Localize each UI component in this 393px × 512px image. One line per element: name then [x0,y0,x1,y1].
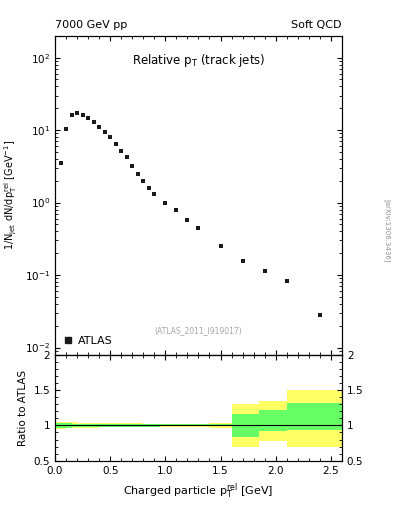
Y-axis label: Ratio to ATLAS: Ratio to ATLAS [18,370,28,446]
X-axis label: Charged particle $\mathsf{p_T^{rel}}$ [GeV]: Charged particle $\mathsf{p_T^{rel}}$ [G… [123,481,274,501]
Text: 7000 GeV pp: 7000 GeV pp [55,20,127,30]
Text: Soft QCD: Soft QCD [292,20,342,30]
Text: Relative $\mathsf{p_T}$ (track jets): Relative $\mathsf{p_T}$ (track jets) [132,52,265,69]
Y-axis label: $\mathsf{1/N_{jet}\ dN/dp_T^{rel}\ [GeV^{-1}]}$: $\mathsf{1/N_{jet}\ dN/dp_T^{rel}\ [GeV^… [3,140,19,250]
Text: (ATLAS_2011_I919017): (ATLAS_2011_I919017) [154,327,242,335]
Legend: ATLAS: ATLAS [61,332,116,349]
Text: [arXiv:1306.3436]: [arXiv:1306.3436] [383,199,390,262]
